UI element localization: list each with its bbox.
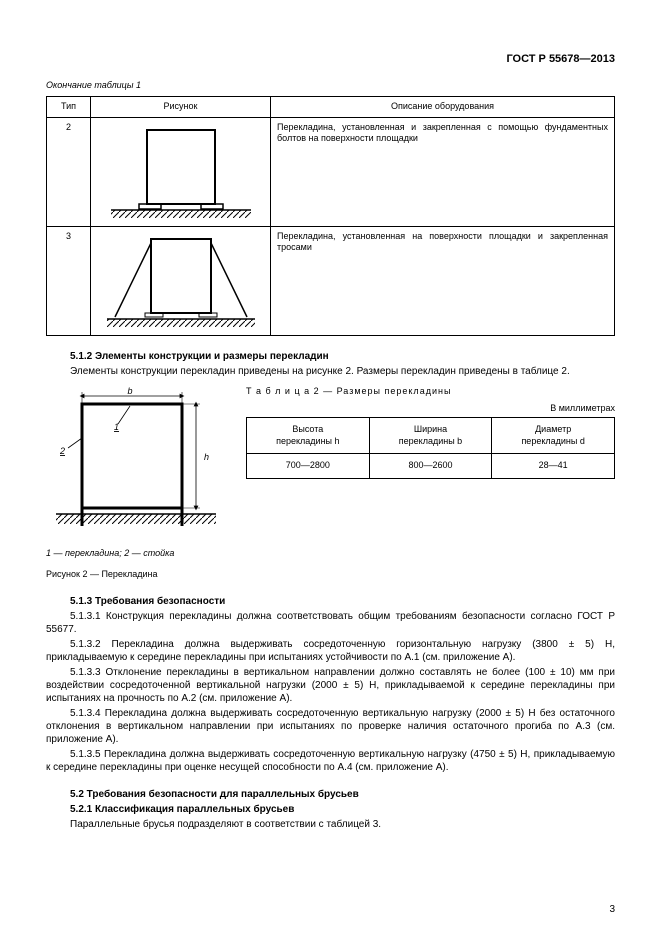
cell-desc: Перекладина, установленная на поверхност… bbox=[271, 226, 615, 335]
cell-d: 28—41 bbox=[492, 454, 615, 479]
p-5133: 5.1.3.3 Отклонение перекладины в вертика… bbox=[46, 666, 615, 705]
sec-521-heading: 5.2.1 Классификация параллельных брусьев bbox=[70, 804, 294, 815]
p-5135: 5.1.3.5 Перекладина должна выдерживать с… bbox=[46, 748, 615, 774]
sec-512-heading: 5.1.2 Элементы конструкции и размеры пер… bbox=[70, 351, 329, 362]
dim-b-label: b bbox=[127, 386, 132, 396]
table-2: Высотаперекладины h Ширинаперекладины b … bbox=[246, 417, 615, 479]
figure2-caption: Рисунок 2 — Перекладина bbox=[46, 569, 615, 581]
table-row: Высотаперекладины h Ширинаперекладины b … bbox=[247, 418, 615, 454]
table2-title: Т а б л и ц а 2 — Размеры перекладины bbox=[246, 386, 615, 398]
table-row: 2 bbox=[47, 117, 615, 226]
sec-513-heading: 5.1.3 Требования безопасности bbox=[70, 596, 225, 607]
figure2-legend: 1 — перекладина; 2 — стойка bbox=[46, 548, 615, 560]
sec-512-text: Элементы конструкции перекладин приведен… bbox=[46, 365, 615, 378]
cell-h: 700—2800 bbox=[247, 454, 370, 479]
th-b: Ширинаперекладины b bbox=[369, 418, 492, 454]
table-1: Тип Рисунок Описание оборудования 2 bbox=[46, 96, 615, 336]
table2-units: В миллиметрах bbox=[246, 403, 615, 415]
cell-figure bbox=[91, 117, 271, 226]
table-row: 700—2800 800—2600 28—41 bbox=[247, 454, 615, 479]
figure-type2 bbox=[101, 122, 261, 222]
p-5131: 5.1.3.1 Конструкция перекладины должна с… bbox=[46, 610, 615, 636]
table1-caption: Окончание таблицы 1 bbox=[46, 80, 615, 92]
figure-2: b h 1 2 bbox=[46, 386, 226, 536]
cell-desc: Перекладина, установленная и закрепленна… bbox=[271, 117, 615, 226]
th-d: Диаметрперекладины d bbox=[492, 418, 615, 454]
table-row: Тип Рисунок Описание оборудования bbox=[47, 96, 615, 117]
figure-type3 bbox=[101, 231, 261, 331]
p-5132: 5.1.3.2 Перекладина должна выдерживать с… bbox=[46, 638, 615, 664]
page-number: 3 bbox=[609, 903, 615, 916]
sec-521-text: Параллельные брусья подразделяют в соотв… bbox=[46, 818, 615, 831]
cell-type: 3 bbox=[47, 226, 91, 335]
cell-figure bbox=[91, 226, 271, 335]
th-type: Тип bbox=[47, 96, 91, 117]
th-desc: Описание оборудования bbox=[271, 96, 615, 117]
th-h: Высотаперекладины h bbox=[247, 418, 370, 454]
cell-type: 2 bbox=[47, 117, 91, 226]
leader-2-label: 2 bbox=[59, 446, 65, 456]
p-5134: 5.1.3.4 Перекладина должна выдерживать с… bbox=[46, 707, 615, 746]
leader-1-label: 1 bbox=[114, 422, 119, 432]
table-row: 3 bbox=[47, 226, 615, 335]
sec-52-heading: 5.2 Требования безопасности для параллел… bbox=[70, 789, 359, 800]
dim-h-label: h bbox=[204, 452, 209, 462]
th-figure: Рисунок bbox=[91, 96, 271, 117]
document-id: ГОСТ Р 55678—2013 bbox=[46, 52, 615, 66]
cell-b: 800—2600 bbox=[369, 454, 492, 479]
